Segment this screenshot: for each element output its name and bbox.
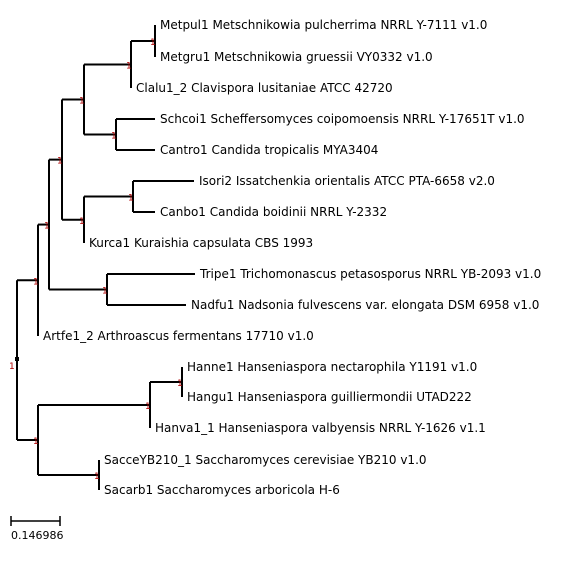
support-value: 1 [145, 402, 151, 412]
support-values: 1 1 1 1 1 1 1 1 1 1 1 1 1 1 [33, 38, 183, 482]
scale-bar-label: 0.146986 [11, 529, 64, 542]
taxon-label: Hangu1 Hanseniaspora guilliermondii UTAD… [187, 390, 472, 404]
taxon-label: Canbo1 Candida boidinii NRRL Y-2332 [160, 205, 387, 219]
taxon-label: Artfe1_2 Arthroascus fermentans 17710 v1… [43, 329, 314, 343]
taxon-label: Hanne1 Hanseniaspora nectarophila Y1191 … [187, 360, 477, 374]
support-value: 1 [102, 287, 108, 297]
tree-branches [16, 25, 195, 490]
support-value: 1 [177, 379, 183, 389]
root-support-label: 1 [9, 362, 15, 372]
support-value: 1 [128, 194, 134, 204]
scale-bar: 0.146986 [10, 516, 64, 542]
taxon-label: Hanva1_1 Hanseniaspora valbyensis NRRL Y… [155, 421, 486, 435]
taxon-label: Metpul1 Metschnikowia pulcherrima NRRL Y… [160, 18, 487, 32]
taxon-label: Sacarb1 Saccharomyces arboricola H-6 [104, 483, 340, 497]
support-value: 1 [79, 97, 85, 107]
support-value: 1 [79, 217, 85, 227]
support-value: 1 [33, 437, 39, 447]
support-value: 1 [94, 472, 100, 482]
support-value: 1 [33, 277, 39, 287]
support-value: 1 [150, 38, 156, 48]
taxon-label: Kurca1 Kuraishia capsulata CBS 1993 [89, 236, 313, 250]
taxon-label: Schcoi1 Scheffersomyces coipomoensis NRR… [160, 112, 525, 126]
root-marker [15, 357, 19, 361]
taxon-label: Tripe1 Trichomonascus petasosporus NRRL … [199, 267, 541, 281]
taxon-label: Cantro1 Candida tropicalis MYA3404 [160, 143, 378, 157]
support-value: 1 [111, 132, 117, 142]
taxon-label: Isori2 Issatchenkia orientalis ATCC PTA-… [199, 174, 495, 188]
taxon-label: Metgru1 Metschnikowia gruessii VY0332 v1… [160, 50, 433, 64]
taxon-label: SacceYB210_1 Saccharomyces cerevisiae YB… [104, 453, 427, 467]
taxon-label: Nadfu1 Nadsonia fulvescens var. elongata… [191, 298, 539, 312]
taxon-label: Clalu1_2 Clavispora lusitaniae ATCC 4272… [136, 81, 393, 95]
support-value: 1 [126, 62, 132, 72]
support-value: 1 [57, 157, 63, 167]
taxon-labels: Metpul1 Metschnikowia pulcherrima NRRL Y… [43, 18, 541, 497]
support-value: 1 [44, 222, 50, 232]
